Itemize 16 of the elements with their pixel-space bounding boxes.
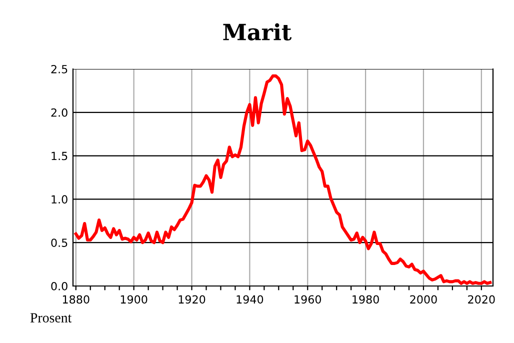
x-tick-label: 2000 [410, 295, 437, 304]
text: Prosent [30, 313, 72, 322]
x-tick-label: 1960 [294, 295, 322, 304]
x-tick-label: 1920 [178, 295, 206, 304]
x-tick-label: 1900 [120, 295, 148, 304]
x-tick-label: 1940 [236, 295, 264, 304]
x-tick-label: 1880 [62, 295, 90, 304]
chart-title: Marit [223, 23, 292, 40]
y-tick-label: 2.0 [51, 108, 68, 117]
y-tick-label: 0.5 [51, 238, 68, 247]
y-tick-label: 2.5 [51, 64, 68, 74]
x-tick-label: 1980 [352, 295, 379, 304]
y-tick-label: 1.0 [52, 195, 68, 204]
y-tick-label: 0.0 [51, 282, 68, 290]
y-tick-label: 1.5 [52, 152, 68, 160]
x-tick-label: 2020 [468, 295, 495, 304]
